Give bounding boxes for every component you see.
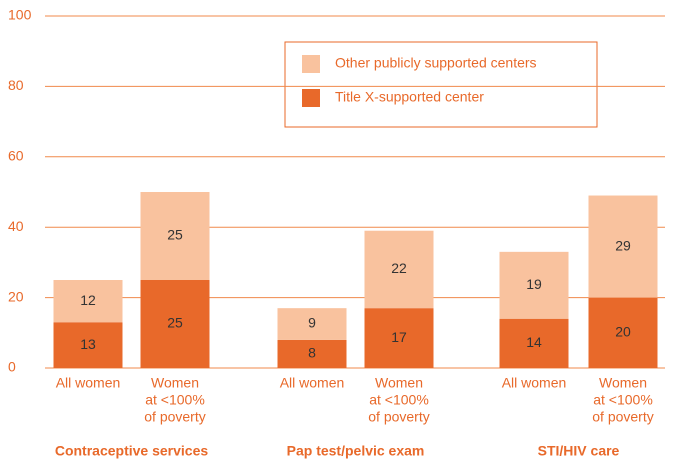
legend-swatch — [302, 55, 320, 73]
data-label: 20 — [615, 324, 631, 340]
y-tick-label: 40 — [8, 218, 24, 234]
data-label: 17 — [391, 329, 407, 345]
data-label: 22 — [391, 260, 407, 276]
data-label: 19 — [526, 276, 542, 292]
group-label: Contraceptive services — [55, 443, 209, 459]
group-label: Pap test/pelvic exam — [287, 443, 425, 459]
x-tick-label: of poverty — [368, 409, 429, 425]
data-label: 8 — [308, 345, 316, 361]
data-label: 12 — [80, 292, 96, 308]
legend-label: Title X-supported center — [335, 89, 484, 105]
bar-segment — [53, 322, 123, 368]
bar-segment — [499, 251, 569, 319]
y-tick-label: 0 — [8, 359, 16, 375]
bar-segment — [140, 280, 210, 368]
x-tick-label: Women — [599, 375, 647, 391]
legend-box — [284, 41, 598, 128]
y-tick-label: 100 — [8, 7, 32, 23]
bar-segment — [277, 339, 347, 368]
x-tick-label: of poverty — [144, 409, 205, 425]
x-tick-label: All women — [502, 375, 567, 391]
x-tick-label: All women — [280, 375, 345, 391]
y-tick-label: 60 — [8, 148, 24, 164]
x-tick-label: at <100% — [593, 392, 653, 408]
x-tick-label: Women — [151, 375, 199, 391]
bar-segment — [140, 192, 210, 280]
bar-segment — [588, 195, 658, 298]
legend-swatch — [302, 89, 320, 107]
bar-segment — [588, 297, 658, 368]
group-label: STI/HIV care — [538, 443, 620, 459]
bar-segment — [364, 308, 434, 368]
bar-segment — [277, 308, 347, 340]
x-tick-label: at <100% — [145, 392, 205, 408]
y-tick-label: 80 — [8, 77, 24, 93]
y-tick-label: 20 — [8, 288, 24, 304]
x-tick-label: Women — [375, 375, 423, 391]
bar-segment — [499, 318, 569, 368]
data-label: 13 — [80, 336, 96, 352]
data-label: 29 — [615, 237, 631, 253]
data-label: 9 — [308, 315, 316, 331]
data-label: 25 — [167, 315, 183, 331]
data-label: 14 — [526, 334, 542, 350]
bar-segment — [53, 280, 123, 323]
x-tick-label: at <100% — [369, 392, 429, 408]
bar-segment — [364, 230, 434, 309]
legend-label: Other publicly supported centers — [335, 55, 537, 71]
x-tick-label: of poverty — [592, 409, 653, 425]
data-label: 25 — [167, 227, 183, 243]
x-tick-label: All women — [56, 375, 121, 391]
